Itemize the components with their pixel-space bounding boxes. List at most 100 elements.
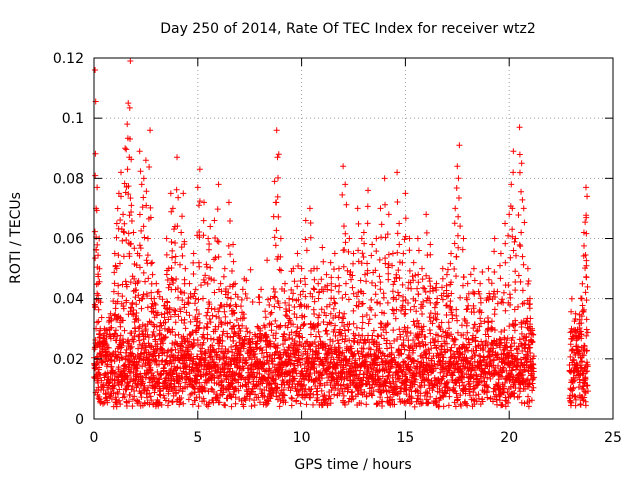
data-point — [182, 379, 189, 386]
data-point — [511, 238, 518, 245]
data-point — [485, 319, 492, 326]
data-point — [315, 289, 322, 296]
data-point — [141, 234, 148, 241]
x-tick-label: 15 — [396, 430, 414, 446]
data-point — [306, 341, 313, 348]
data-point — [453, 273, 460, 280]
data-point — [216, 315, 223, 322]
data-point — [252, 391, 259, 398]
data-point — [491, 235, 498, 242]
data-point — [117, 401, 124, 408]
data-point — [203, 312, 210, 319]
data-point — [214, 206, 221, 213]
data-point — [103, 333, 110, 340]
data-point — [196, 319, 203, 326]
data-point — [94, 241, 101, 248]
data-point — [132, 287, 139, 294]
data-point — [92, 365, 99, 372]
data-point — [117, 169, 124, 176]
data-point — [129, 403, 136, 410]
data-point — [324, 379, 331, 386]
data-point — [113, 396, 120, 403]
data-point — [368, 384, 375, 391]
data-point — [448, 250, 455, 257]
data-point — [137, 245, 144, 252]
data-point — [512, 279, 519, 286]
data-point — [141, 382, 148, 389]
data-point — [99, 359, 106, 366]
data-point — [253, 382, 260, 389]
data-point — [136, 148, 143, 155]
data-point — [287, 353, 294, 360]
data-point — [389, 288, 396, 295]
data-point — [289, 296, 296, 303]
data-point — [335, 288, 342, 295]
data-point — [336, 390, 343, 397]
data-point — [201, 199, 208, 206]
data-point — [480, 353, 487, 360]
data-point — [311, 363, 318, 370]
data-point — [116, 397, 123, 404]
data-point — [505, 232, 512, 239]
data-point — [247, 362, 254, 369]
data-point — [276, 403, 283, 410]
data-point — [131, 245, 138, 252]
data-point — [340, 381, 347, 388]
data-point — [281, 280, 288, 287]
data-point — [214, 351, 221, 358]
data-point — [350, 368, 357, 375]
data-point — [311, 339, 318, 346]
data-point — [409, 273, 416, 280]
data-point — [331, 250, 338, 257]
data-point — [286, 372, 293, 379]
data-point — [415, 271, 422, 278]
data-point — [256, 370, 263, 377]
data-point — [360, 229, 367, 236]
data-point — [286, 307, 293, 314]
data-point — [339, 349, 346, 356]
data-point — [452, 205, 459, 212]
data-point — [243, 325, 250, 332]
data-point — [205, 235, 212, 242]
data-point — [518, 323, 525, 330]
data-point — [516, 151, 523, 158]
data-point — [528, 330, 535, 337]
data-point — [471, 277, 478, 284]
data-point — [191, 300, 198, 307]
data-point — [126, 398, 133, 405]
data-point — [272, 335, 279, 342]
data-point — [188, 330, 195, 337]
data-point — [155, 379, 162, 386]
data-point — [115, 390, 122, 397]
data-point — [211, 289, 218, 296]
data-point — [177, 399, 184, 406]
data-point — [119, 237, 126, 244]
data-point — [262, 324, 269, 331]
data-point — [369, 392, 376, 399]
data-point — [195, 296, 202, 303]
data-point — [280, 378, 287, 385]
data-point — [164, 349, 171, 356]
data-point — [220, 389, 227, 396]
data-point — [516, 336, 523, 343]
data-point — [445, 402, 452, 409]
data-point — [142, 278, 149, 285]
data-point — [198, 351, 205, 358]
data-point — [491, 311, 498, 318]
data-point — [446, 393, 453, 400]
data-point — [317, 380, 324, 387]
data-point — [286, 295, 293, 302]
data-point — [320, 362, 327, 369]
data-point — [292, 367, 299, 374]
data-point — [568, 295, 575, 302]
data-point — [182, 325, 189, 332]
data-point — [415, 291, 422, 298]
data-point — [207, 264, 214, 271]
data-point — [202, 357, 209, 364]
data-point — [215, 181, 222, 188]
data-point — [274, 174, 281, 181]
data-point — [211, 374, 218, 381]
data-point — [384, 299, 391, 306]
data-point — [246, 329, 253, 336]
data-point — [171, 306, 178, 313]
